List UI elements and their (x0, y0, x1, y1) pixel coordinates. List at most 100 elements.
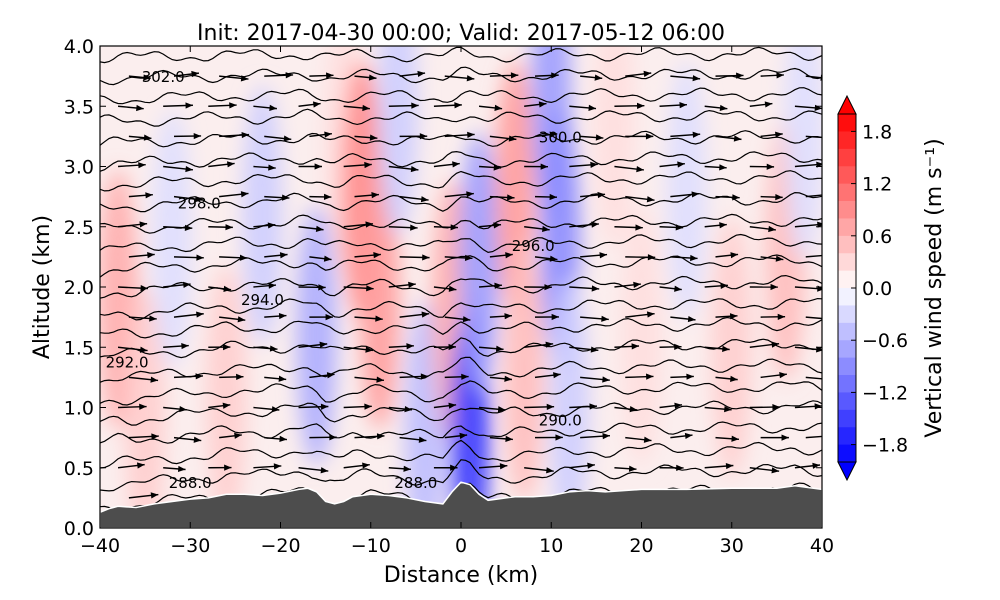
wind-vector-92 (625, 311, 655, 318)
y-tick-label-5: 2.5 (64, 217, 94, 239)
isentrope-line-19 (100, 87, 822, 105)
wind-vector-204 (614, 102, 645, 109)
contour-label-0: 302.0 (142, 68, 185, 86)
wind-vector-10 (524, 467, 554, 474)
wind-vector-219 (580, 74, 603, 81)
wind-vector-7 (388, 465, 412, 472)
wind-vector-213 (309, 72, 334, 79)
wind-vector-31 (760, 434, 789, 441)
wind-vector-119 (399, 254, 430, 261)
wind-vector-124 (625, 254, 656, 261)
wind-vector-167 (388, 165, 419, 173)
wind-vector-150 (354, 192, 380, 199)
wind-vector-141 (659, 224, 684, 231)
wind-vector-217 (489, 72, 519, 79)
wind-vector-180 (264, 135, 292, 142)
wind-vector-195 (208, 102, 237, 109)
isentrope-line-1 (100, 459, 822, 492)
wind-vector-47 (749, 403, 780, 411)
wind-vector-54 (354, 376, 385, 383)
wind-vector-113 (128, 252, 155, 259)
wind-vector-32 (805, 435, 822, 439)
wind-vector-78 (704, 345, 730, 352)
wind-vector-77 (659, 343, 682, 351)
wind-cell-15 (504, 241, 545, 502)
wind-vector-190 (715, 135, 742, 142)
wind-vector-6 (343, 462, 370, 469)
wind-vector-161 (118, 162, 146, 169)
wind-vector-212 (264, 72, 294, 79)
wind-vector-38 (343, 403, 372, 410)
wind-vector-152 (444, 191, 474, 198)
isentrope-line-6 (100, 356, 822, 383)
wind-vector-191 (760, 131, 783, 138)
colorbar-bands (837, 113, 857, 463)
wind-cell-18 (549, 277, 590, 528)
wind-vector-166 (343, 161, 372, 169)
y-tick-label-2: 1.0 (64, 398, 94, 420)
contour-label-8: 288.0 (394, 474, 437, 492)
wind-vector-41 (478, 406, 506, 413)
isentrope-line-17 (100, 130, 822, 148)
wind-vector-138 (524, 225, 550, 233)
wind-vector-154 (534, 193, 558, 201)
colorbar-band-6 (838, 340, 856, 358)
wind-vector-168 (433, 161, 460, 168)
wind-cell-5 (296, 205, 337, 466)
wind-vector-127 (760, 255, 784, 262)
wind-vector-203 (569, 104, 597, 112)
wind-vector-165 (298, 163, 322, 170)
wind-vector-144 (794, 221, 822, 228)
colorbar-tick-label-3: 0.0 (862, 278, 892, 300)
x-tick-label-4: 0 (455, 535, 467, 557)
wind-vector-169 (479, 164, 502, 171)
wind-vector-56 (444, 373, 469, 380)
wind-vector-44 (614, 406, 638, 413)
wind-cell-2 (152, 108, 193, 369)
colorbar-tick-label-0: 1.8 (862, 121, 892, 143)
wind-vector-201 (478, 104, 503, 112)
wind-vector-188 (625, 133, 654, 140)
isentrope-line-20 (100, 66, 822, 86)
wind-vector-104 (433, 285, 457, 292)
wind-vector-172 (614, 165, 644, 173)
wind-vector-102 (343, 285, 374, 292)
wind-cell-3 (206, 265, 247, 526)
wind-vector-163 (208, 161, 235, 168)
wind-vector-186 (534, 131, 558, 138)
wind-vector-110 (704, 282, 729, 289)
colorbar-band-11 (838, 253, 856, 271)
colorbar-band-13 (838, 218, 856, 236)
colorbar-band-3 (838, 392, 856, 410)
wind-vector-100 (253, 282, 277, 289)
wind-vector-52 (264, 375, 287, 382)
wind-vector-18 (173, 436, 202, 443)
wind-vector-36 (253, 406, 280, 413)
wind-vector-118 (354, 252, 381, 259)
wind-vector-157 (670, 191, 700, 198)
wind-vector-182 (354, 134, 378, 141)
y-tick-label-8: 4.0 (64, 36, 94, 58)
wind-vector-65 (117, 346, 148, 353)
wind-vector-125 (670, 254, 698, 262)
wind-vector-20 (264, 435, 288, 443)
wind-vector-13 (659, 464, 684, 471)
wind-vector-128 (805, 254, 822, 258)
wind-vector-142 (704, 222, 727, 229)
wind-vector-59 (580, 376, 610, 383)
wind-vector-88 (444, 316, 471, 323)
isentrope-line-13 (100, 213, 822, 234)
wind-vector-58 (534, 372, 561, 379)
wind-vector-189 (670, 131, 701, 138)
wind-vector-86 (354, 315, 383, 322)
wind-vector-23 (399, 436, 427, 443)
wind-vector-114 (173, 254, 204, 261)
wind-vector-205 (659, 102, 687, 109)
wind-vector-215 (399, 70, 426, 78)
wind-vector-72 (433, 343, 456, 351)
wind-vector-5 (298, 467, 329, 474)
wind-vectors (117, 70, 822, 499)
wind-vector-198 (343, 104, 370, 112)
isentrope-line-14 (100, 191, 822, 213)
